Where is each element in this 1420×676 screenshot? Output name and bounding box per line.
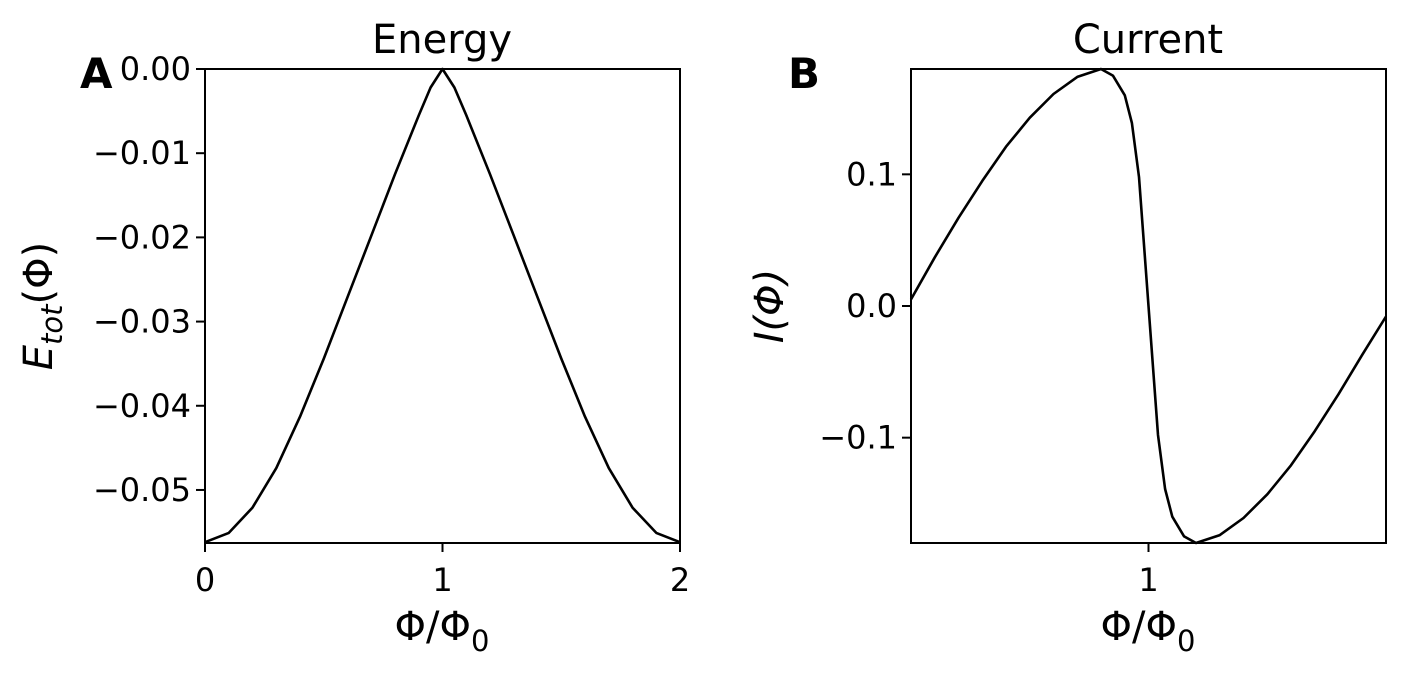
current-y-tick-label: −0.1 bbox=[819, 419, 897, 457]
current-x-axis-label: Φ/Φ0 bbox=[1101, 604, 1196, 658]
current-y-tick-label: 0.1 bbox=[846, 155, 897, 193]
current-panel-title: Current bbox=[1073, 17, 1223, 63]
energy-x-tick-label: 0 bbox=[195, 561, 215, 599]
current-x-axis-label-subscript: 0 bbox=[1177, 624, 1195, 658]
energy-curve bbox=[204, 67, 681, 544]
energy-x-axis-label-main: Φ/Φ bbox=[395, 604, 471, 650]
energy-y-axis-label-suffix: (Φ) bbox=[16, 242, 62, 305]
energy-y-tick-label: −0.02 bbox=[93, 218, 191, 256]
current-panel: Current 0.1 0.0 −0.1 1 B Φ/Φ0 I(Φ) bbox=[747, 17, 1388, 658]
energy-x-ticks: 0 1 2 bbox=[195, 543, 690, 599]
energy-plot-area bbox=[204, 67, 681, 544]
current-y-ticks: 0.1 0.0 −0.1 bbox=[819, 155, 911, 457]
energy-y-axis-label-main: E bbox=[16, 344, 62, 370]
current-curve bbox=[909, 67, 1388, 545]
energy-panel-title: Energy bbox=[372, 17, 512, 63]
current-y-tick-label: 0.0 bbox=[846, 287, 897, 325]
energy-x-axis-label: Φ/Φ0 bbox=[395, 604, 490, 658]
current-x-tick-label: 1 bbox=[1138, 561, 1158, 599]
energy-x-tick-label: 2 bbox=[670, 561, 690, 599]
energy-y-tick-label: −0.04 bbox=[93, 387, 191, 425]
panel-letter-a: A bbox=[80, 49, 113, 98]
energy-axes-frame bbox=[204, 68, 681, 544]
current-y-axis-label: I(Φ) bbox=[747, 269, 793, 344]
energy-x-axis-label-subscript: 0 bbox=[471, 624, 489, 658]
energy-y-tick-label: 0.00 bbox=[120, 50, 191, 88]
current-plot-area bbox=[909, 67, 1388, 545]
energy-y-axis-label-subscript: tot bbox=[35, 303, 69, 345]
current-axes-frame bbox=[910, 68, 1387, 544]
energy-x-tick-label: 1 bbox=[432, 561, 452, 599]
energy-y-ticks: 0.00 −0.01 −0.02 −0.03 −0.04 −0.05 bbox=[93, 50, 205, 509]
energy-y-tick-label: −0.03 bbox=[93, 303, 191, 341]
panel-letter-b: B bbox=[788, 49, 820, 98]
current-x-axis-label-main: Φ/Φ bbox=[1101, 604, 1177, 650]
current-x-ticks: 1 bbox=[1138, 543, 1159, 599]
energy-y-axis-label: Etot(Φ) bbox=[16, 242, 69, 370]
energy-y-tick-label: −0.05 bbox=[93, 471, 191, 509]
energy-y-tick-label: −0.01 bbox=[93, 134, 191, 172]
